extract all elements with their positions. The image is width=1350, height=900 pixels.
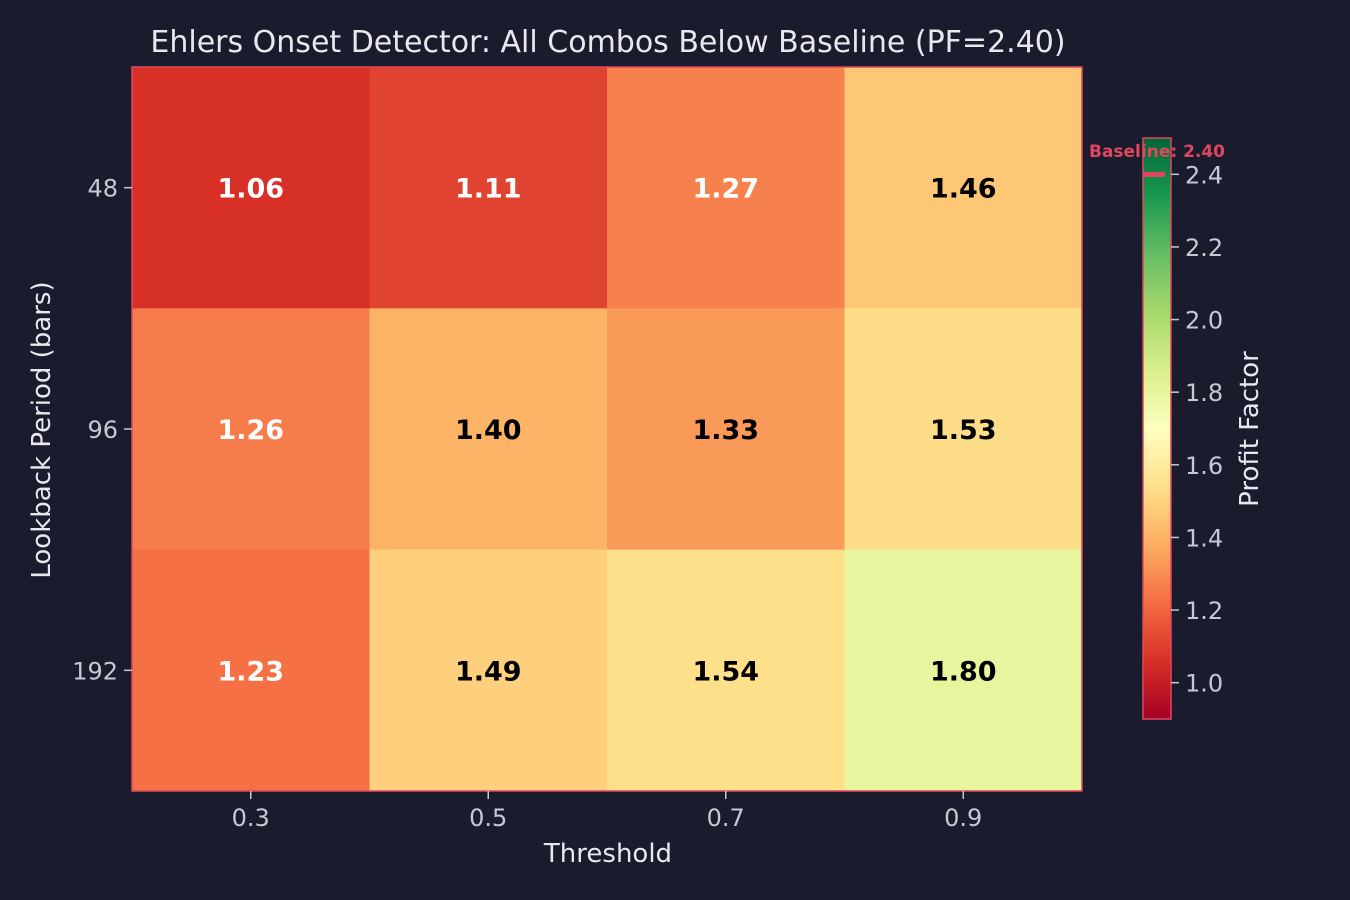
- cell-value-label: 1.40: [455, 415, 522, 446]
- heatmap-cell: [132, 308, 370, 551]
- heatmap-cell: [369, 67, 608, 309]
- colorbar: 1.01.21.41.61.82.02.22.4 Baseline: 2.40 …: [1089, 137, 1265, 720]
- cell-value-label: 1.06: [217, 174, 284, 205]
- cell-value-label: 1.11: [455, 174, 522, 205]
- heatmap-cell: [844, 308, 1083, 551]
- heatmap-cell: [369, 308, 608, 551]
- cell-value-label: 1.23: [217, 656, 284, 687]
- heatmap-cell: [132, 67, 370, 309]
- x-tick-label: 0.7: [707, 804, 745, 832]
- colorbar-label: Profit Factor: [1235, 351, 1265, 507]
- cell-value-label: 1.33: [692, 415, 759, 446]
- heatmap-value-labels: 1.06 1.11 1.27 1.46 1.26 1.40 1.33 1.53 1.23 1.49…: [217, 174, 996, 688]
- cell-value-label: 1.27: [692, 174, 759, 205]
- cell-value-label: 1.26: [217, 415, 284, 446]
- x-axis: 0.3 0.5 0.7 0.9: [232, 791, 982, 832]
- colorbar-tick-label: 1.4: [1185, 524, 1223, 552]
- heatmap-cell: [844, 67, 1083, 309]
- colorbar-tick-label: 2.0: [1185, 307, 1223, 335]
- y-axis-label: Lookback Period (bars): [27, 281, 57, 578]
- colorbar-tick-label: 2.2: [1185, 234, 1223, 262]
- x-tick-label: 0.5: [469, 804, 507, 832]
- x-axis-label: Threshold: [543, 839, 672, 869]
- cell-value-label: 1.46: [930, 174, 997, 205]
- colorbar-baseline-label: Baseline: 2.40: [1089, 142, 1225, 162]
- colorbar-tick-label: 1.6: [1185, 452, 1223, 480]
- heatmap-cell: [607, 67, 845, 309]
- heatmap-cells: [132, 67, 1083, 792]
- colorbar-ticks: 1.0 1.2 1.4 1.6 1.8 2.0 2.2 2.4: [1171, 161, 1223, 698]
- y-tick-label: 192: [72, 657, 118, 685]
- heatmap-cell: [369, 549, 608, 792]
- cell-value-label: 1.49: [455, 656, 522, 687]
- heatmap-cell: [132, 549, 370, 792]
- heatmap-cell: [607, 308, 845, 551]
- colorbar-tick-label: 2.4: [1185, 161, 1223, 189]
- heatmap-cell: [844, 549, 1083, 792]
- cell-value-label: 1.54: [692, 656, 759, 687]
- colorbar-tick-label: 1.0: [1185, 670, 1223, 698]
- y-tick-label: 48: [87, 175, 118, 203]
- colorbar-tick-label: 1.2: [1185, 597, 1223, 625]
- cell-value-label: 1.80: [930, 656, 997, 687]
- x-tick-label: 0.9: [944, 804, 982, 832]
- cell-value-label: 1.53: [930, 415, 997, 446]
- colorbar-tick-label: 1.8: [1185, 379, 1223, 407]
- y-axis: 48 96 192: [72, 175, 132, 685]
- y-tick-label: 96: [87, 416, 118, 444]
- x-tick-label: 0.3: [232, 804, 270, 832]
- chart-title: Ehlers Onset Detector: All Combos Below …: [150, 25, 1065, 60]
- colorbar-gradient: [1142, 137, 1172, 720]
- heatmap-cell: [607, 549, 845, 792]
